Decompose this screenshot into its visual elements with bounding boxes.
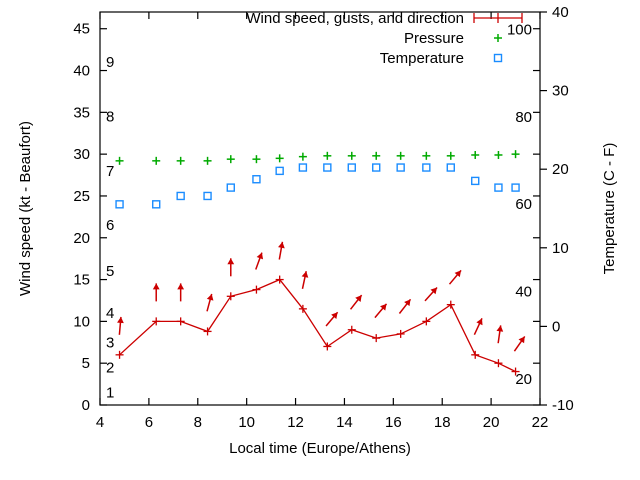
beaufort-label: 8: [106, 109, 114, 126]
legend-label-wind: Wind speed, gusts, and direction: [246, 10, 464, 27]
y-axis-label-celsius: 0: [552, 318, 560, 335]
temperature-point: [226, 183, 235, 192]
wind-direction-arrowhead: [117, 316, 124, 324]
legend-marker-temperature: [493, 53, 503, 63]
wind-direction-arrowhead: [476, 318, 483, 326]
temperature-point: [152, 200, 161, 209]
y-axis-label-left: 20: [73, 230, 90, 247]
y-axis-label-left: 30: [73, 146, 90, 163]
temperature-point: [252, 175, 261, 184]
temperature-point: [115, 200, 124, 209]
y-axis-label-celsius: 40: [552, 4, 569, 21]
y-axis-label-celsius: 10: [552, 240, 569, 257]
y-axis-label-celsius: 20: [552, 161, 569, 178]
temperature-point: [511, 183, 520, 192]
x-axis-label: 8: [194, 414, 202, 431]
x-axis-label: 6: [145, 414, 153, 431]
y-axis-label-left: 45: [73, 21, 90, 38]
x-axis-label: 12: [287, 414, 304, 431]
beaufort-label: 7: [106, 163, 114, 180]
y-axis-label-left: 15: [73, 272, 90, 289]
temperature-point: [422, 163, 431, 172]
beaufort-label: 1: [106, 384, 114, 401]
x-axis-label: 10: [238, 414, 255, 431]
legend-label-temperature: Temperature: [380, 50, 464, 67]
y-axis-title-right: Temperature (C - F): [601, 143, 618, 275]
y-axis-label-left: 10: [73, 313, 90, 330]
temperature-point: [396, 163, 405, 172]
wind-direction-arrowhead: [152, 283, 160, 290]
x-axis-label: 18: [434, 414, 451, 431]
beaufort-label: 6: [106, 217, 114, 234]
y-axis-label-fahrenheit: 20: [515, 371, 532, 388]
plot-frame: [99, 11, 541, 406]
wind-direction-arrowhead: [380, 303, 387, 311]
y-axis-label-fahrenheit: 40: [515, 283, 532, 300]
wind-direction-arrowhead: [454, 270, 462, 278]
wind-direction-arrowhead: [430, 287, 438, 295]
x-axis-label: 4: [96, 414, 104, 431]
x-axis-label: 22: [532, 414, 549, 431]
beaufort-label: 2: [106, 359, 114, 376]
y-axis-title-left: Wind speed (kt - Beaufort): [17, 121, 34, 296]
temperature-point: [203, 191, 212, 201]
x-axis-title: Local time (Europe/Athens): [229, 440, 411, 457]
wind-direction-arrowhead: [355, 295, 362, 302]
temperature-point: [347, 163, 356, 172]
temperature-point: [494, 183, 503, 192]
temperature-point: [372, 163, 381, 172]
wind-direction-arrowhead: [256, 252, 264, 260]
y-axis-label-left: 0: [82, 397, 90, 414]
y-axis-label-left: 25: [73, 188, 90, 205]
x-axis-label: 20: [483, 414, 500, 431]
beaufort-label: 5: [106, 263, 114, 280]
y-axis-label-fahrenheit: 80: [515, 109, 532, 126]
wind-direction-arrowhead: [206, 293, 214, 301]
legend-label-pressure: Pressure: [404, 30, 464, 47]
y-axis-label-fahrenheit: 100: [507, 21, 532, 38]
wind-speed-line: [119, 278, 516, 373]
y-axis-label-celsius: -10: [552, 397, 574, 414]
y-axis-label-left: 40: [73, 63, 90, 80]
x-axis-label: 16: [385, 414, 402, 431]
y-axis-label-left: 5: [82, 355, 90, 372]
temperature-point: [323, 163, 332, 172]
wind-direction-arrowhead: [404, 299, 411, 307]
wind-direction-arrowhead: [331, 312, 338, 319]
wind-direction-arrowhead: [278, 241, 285, 249]
temperature-point: [275, 166, 284, 176]
wind-direction-arrowhead: [227, 258, 235, 265]
beaufort-label: 4: [106, 305, 114, 322]
wind-direction-arrowhead: [177, 283, 185, 290]
wind-direction-arrowhead: [518, 336, 525, 344]
y-axis-label-left: 35: [73, 104, 90, 121]
temperature-point: [176, 191, 185, 201]
wind-direction-arrowhead: [496, 325, 504, 332]
temperature-point: [298, 163, 308, 172]
temperature-point: [471, 176, 480, 186]
wind-direction-arrowhead: [301, 271, 309, 278]
x-axis-label: 14: [336, 414, 353, 431]
y-axis-label-celsius: 30: [552, 83, 569, 100]
beaufort-label: 9: [106, 54, 114, 71]
temperature-point: [446, 163, 455, 172]
y-axis-label-fahrenheit: 60: [515, 196, 532, 213]
beaufort-label: 3: [106, 334, 114, 351]
